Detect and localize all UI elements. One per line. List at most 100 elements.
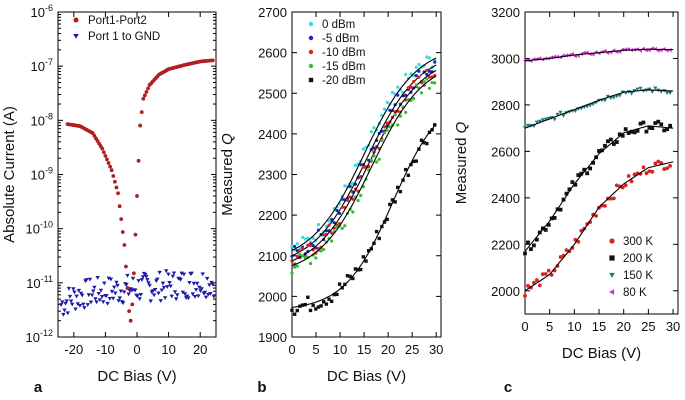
plot-frame (57, 11, 217, 338)
data-point (393, 200, 397, 204)
data-point (295, 264, 299, 268)
legend-label: -20 dBm (322, 75, 365, 87)
x-tick-label: -20 (64, 342, 83, 357)
data-point (647, 169, 652, 174)
data-point (293, 244, 297, 249)
series--15dbm (290, 75, 437, 275)
data-point (169, 294, 174, 299)
data-point (102, 281, 107, 286)
data-point (641, 120, 646, 125)
y-tick-label: 10-11 (26, 274, 53, 291)
data-point (377, 157, 381, 161)
data-point (311, 243, 315, 248)
y-tick-label: 2600 (491, 144, 520, 159)
data-point (337, 282, 342, 286)
data-point (97, 298, 103, 303)
data-point (311, 303, 315, 308)
data-point (167, 281, 172, 285)
data-point (361, 255, 366, 259)
data-point (419, 91, 424, 95)
data-point (546, 222, 551, 227)
fit-line (524, 161, 674, 292)
data-point (668, 91, 673, 95)
legend-marker (308, 49, 314, 55)
data-point (79, 293, 85, 298)
data-point (608, 137, 613, 142)
y-tick-label: 2500 (258, 86, 287, 101)
legend-marker (308, 77, 314, 83)
data-point (290, 244, 294, 248)
data-point (104, 293, 109, 298)
data-point (603, 203, 607, 208)
data-point (130, 302, 135, 307)
data-point (152, 288, 158, 292)
data-point (117, 204, 122, 209)
data-point (564, 248, 569, 253)
legend-label: -5 dBm (322, 33, 359, 45)
data-point (316, 228, 321, 232)
data-point (306, 236, 310, 240)
data-point (620, 133, 625, 138)
data-point (632, 172, 637, 177)
x-tick-label: 20 (616, 319, 630, 334)
data-point (103, 153, 108, 158)
data-point (84, 278, 89, 282)
data-point (390, 198, 395, 202)
data-point (156, 291, 161, 296)
data-point (137, 297, 142, 302)
legend-marker (73, 34, 79, 39)
data-point (534, 120, 539, 125)
data-point (66, 286, 72, 291)
data-point (576, 239, 581, 244)
data-point (353, 267, 358, 271)
data-point (138, 292, 143, 297)
legend-label: 150 K (623, 270, 653, 282)
data-point (585, 104, 590, 109)
data-point (573, 182, 578, 187)
data-point (319, 304, 323, 308)
data-point (414, 83, 418, 87)
data-point (537, 119, 542, 124)
data-point (588, 166, 593, 171)
data-point (398, 189, 403, 194)
y-tick-label: 2200 (491, 237, 520, 252)
data-point (157, 270, 162, 275)
data-point (653, 86, 658, 91)
data-point (526, 240, 530, 245)
legend-marker (308, 63, 314, 69)
data-point (653, 121, 658, 125)
data-point (119, 217, 124, 222)
data-point (665, 91, 670, 96)
data-point (614, 140, 619, 144)
data-point (290, 271, 294, 275)
data-point (632, 130, 637, 135)
data-point (172, 290, 178, 295)
data-point (382, 125, 387, 129)
data-point (186, 296, 191, 301)
data-point (611, 196, 616, 201)
data-point (359, 267, 363, 272)
data-point (522, 58, 527, 63)
data-point (611, 96, 616, 100)
legend-label: 80 K (623, 287, 647, 299)
data-point (644, 171, 649, 176)
data-point (433, 60, 437, 64)
data-point (388, 108, 392, 112)
data-point (337, 211, 342, 216)
data-point (409, 162, 413, 167)
data-point (659, 122, 664, 127)
data-point (179, 271, 184, 276)
data-point (316, 305, 321, 309)
data-point (108, 277, 114, 282)
y-tick-label: 1900 (258, 330, 287, 345)
data-point (99, 295, 105, 299)
data-point (109, 289, 115, 294)
legend-marker (609, 238, 615, 244)
data-point (141, 96, 146, 101)
data-point (199, 287, 204, 291)
data-point (611, 142, 616, 146)
y-tick-label: 10-8 (31, 111, 53, 128)
fit-line (524, 89, 674, 129)
data-point (626, 131, 631, 135)
data-point (602, 98, 608, 103)
